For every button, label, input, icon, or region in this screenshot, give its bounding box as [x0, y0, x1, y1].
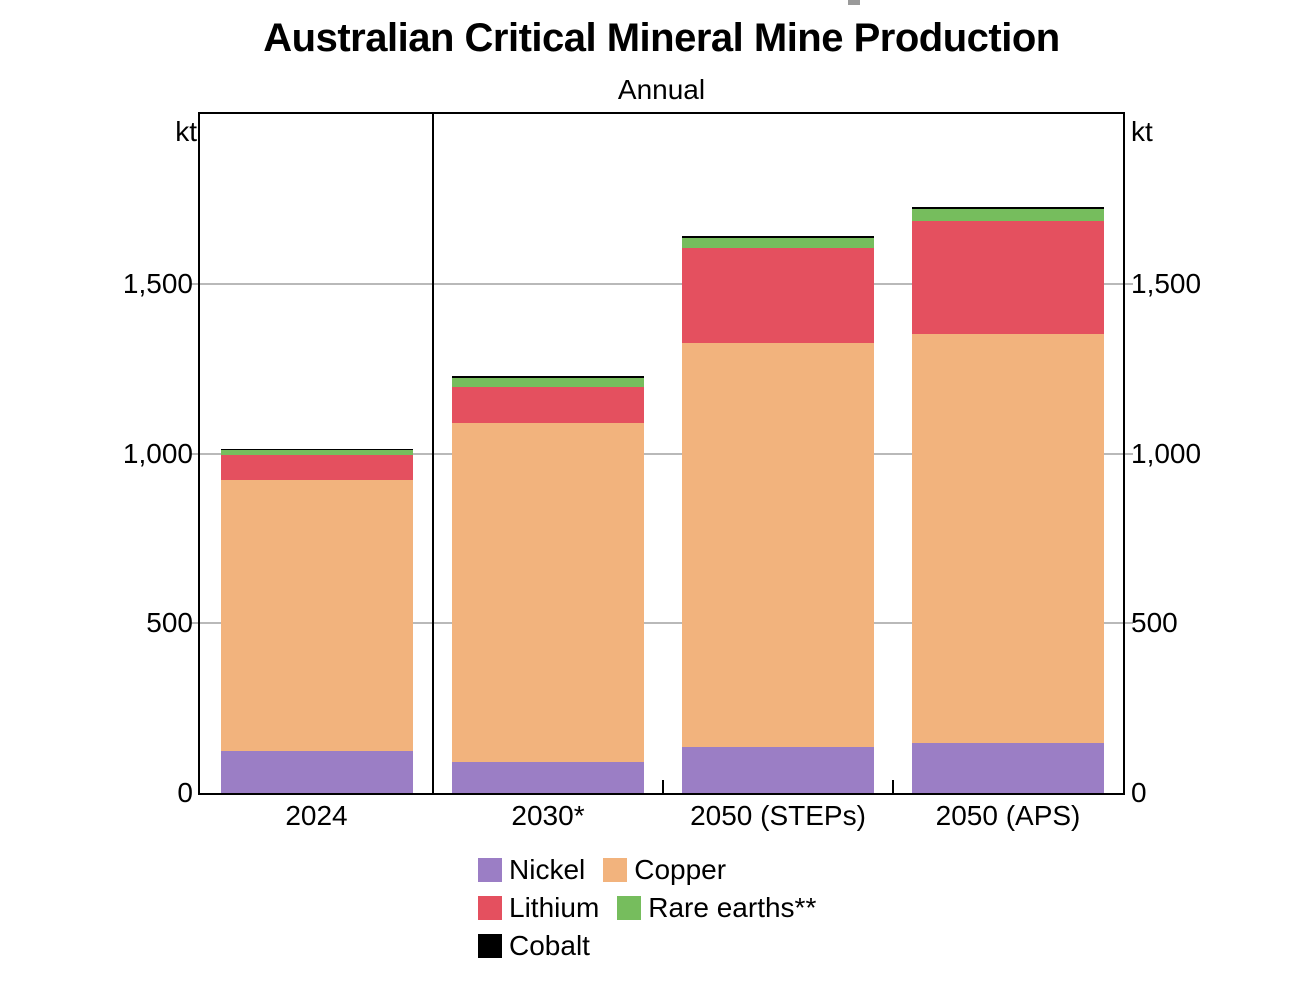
gridline-1,000 — [200, 452, 1123, 455]
legend-label: Nickel — [509, 854, 586, 885]
bar-segment-rareearths-2030 — [452, 378, 644, 388]
x-axis-label-2024: 2024 — [285, 800, 348, 831]
bar-segment-lithium-2024 — [220, 454, 413, 480]
gridline-1,500 — [200, 282, 1123, 285]
bar-segment-nickel-2050steps — [682, 747, 874, 793]
x-axis-label-2030: 2030* — [511, 800, 585, 831]
bar-segment-copper-2030 — [452, 422, 644, 763]
legend-swatch-icon — [478, 934, 502, 958]
legend-entry-nickel: Nickel — [478, 855, 585, 885]
legend-label: Copper — [634, 854, 727, 885]
chart-title: Australian Critical Mineral Mine Product… — [263, 16, 1060, 60]
x-axis-label-2050steps: 2050 (STEPs) — [690, 800, 866, 831]
legend-row: Nickel Copper — [478, 855, 834, 885]
bar-segment-rareearths-2050steps — [682, 237, 874, 249]
bar-segment-cobalt-2050aps — [912, 207, 1104, 210]
bar-segment-cobalt-2050steps — [682, 235, 874, 238]
y-tick-label-left-0: 0 — [177, 777, 193, 808]
bar-segment-copper-2050aps — [912, 333, 1104, 743]
y-axis-unit-right: kt — [1131, 116, 1153, 147]
axis-tick-right-500 — [1125, 622, 1133, 625]
legend-entry-lithium: Lithium — [478, 893, 599, 923]
bar-segment-nickel-2030 — [452, 762, 644, 793]
axis-tick-right-1,000 — [1125, 452, 1133, 455]
legend-label: Lithium — [509, 892, 600, 923]
bar-segment-cobalt-2030 — [452, 376, 644, 379]
axis-tick-left-1,000 — [190, 452, 198, 455]
screen-artifact — [848, 0, 860, 5]
gridline-500 — [200, 622, 1123, 625]
legend-entry-copper: Copper — [603, 855, 726, 885]
y-tick-label-left-1,000: 1,000 — [122, 437, 193, 469]
legend-swatch-icon — [478, 896, 502, 920]
y-tick-label-right-1,000: 1,000 — [1131, 437, 1202, 469]
y-tick-label-right-1,500: 1,500 — [1131, 267, 1202, 299]
y-tick-label-right-0: 0 — [1131, 777, 1147, 808]
bar-segment-copper-2024 — [220, 479, 413, 751]
plot-area — [190, 112, 1133, 795]
y-tick-label-left-500: 500 — [146, 607, 193, 639]
panel-divider — [432, 114, 434, 793]
x-axis-label-2050aps: 2050 (APS) — [935, 800, 1081, 831]
x-axis-boundary-tick — [892, 780, 894, 793]
bar-segment-lithium-2050steps — [682, 248, 874, 344]
bar-segment-rareearths-2050aps — [912, 209, 1104, 221]
axis-tick-left-1,500 — [190, 282, 198, 285]
legend-label: Rare earths** — [648, 892, 817, 923]
legend: Nickel Copper Lithium Rare earths** Cobalt — [478, 855, 834, 969]
legend-row: Lithium Rare earths** — [478, 893, 834, 923]
y-axis-unit-left: kt — [175, 116, 197, 147]
bar-segment-cobalt-2024 — [220, 449, 413, 451]
bar-segment-rareearths-2024 — [220, 450, 413, 455]
bar-segment-nickel-2024 — [220, 750, 413, 793]
legend-entry-rareearths: Rare earths** — [617, 893, 816, 923]
legend-row: Cobalt — [478, 931, 834, 961]
y-tick-label-right-500: 500 — [1131, 607, 1178, 639]
axis-tick-right-1,500 — [1125, 282, 1133, 285]
legend-swatch-icon — [617, 896, 642, 920]
y-tick-label-left-1,500: 1,500 — [122, 267, 193, 299]
legend-entry-cobalt: Cobalt — [478, 931, 590, 961]
x-axis-boundary-tick — [662, 780, 664, 793]
bar-segment-lithium-2050aps — [912, 220, 1104, 334]
legend-swatch-icon — [478, 858, 502, 882]
bar-segment-nickel-2050aps — [912, 742, 1104, 793]
chart-subtitle: Annual — [617, 74, 706, 105]
axis-tick-left-500 — [190, 622, 198, 625]
bar-segment-lithium-2030 — [452, 387, 644, 423]
legend-swatch-icon — [603, 858, 628, 882]
bar-segment-copper-2050steps — [682, 343, 874, 748]
legend-label: Cobalt — [509, 930, 590, 961]
